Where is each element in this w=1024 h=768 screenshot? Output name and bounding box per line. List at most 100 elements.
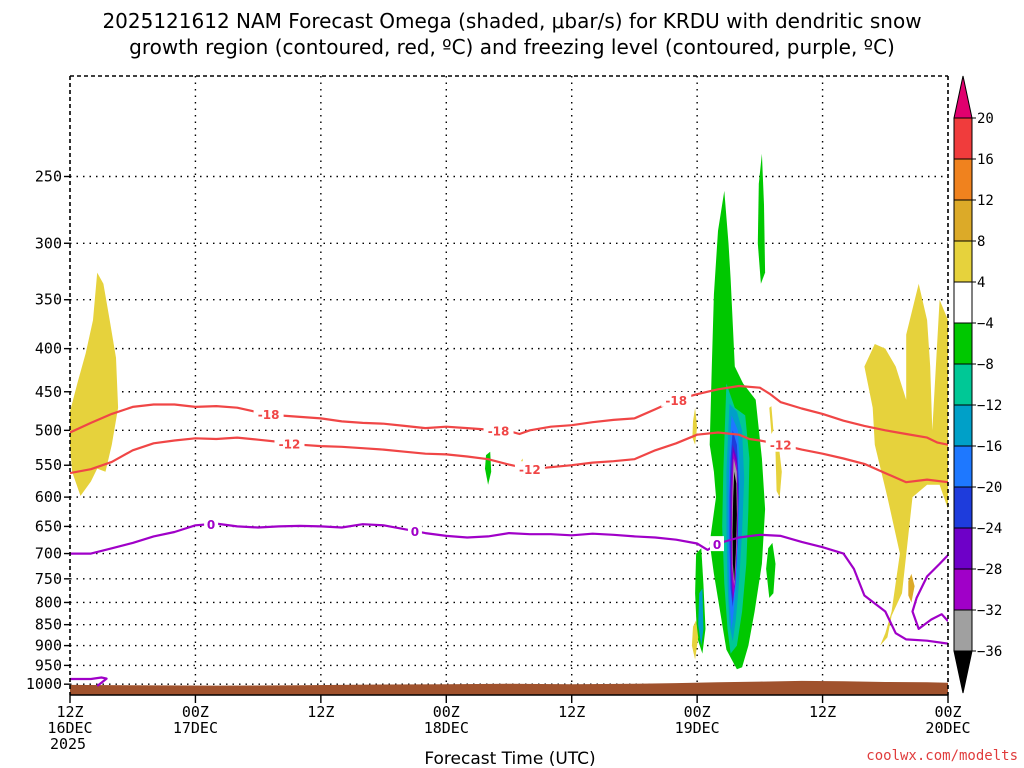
colorbar-box-9 — [953, 486, 973, 529]
y-tick-label-750: 750 — [35, 570, 62, 588]
colorbar-box-5 — [953, 322, 973, 365]
colorbar-label-1: 16 — [977, 152, 994, 168]
y-axis: 250 300 350 400 450 500 550 600 650 700 750 800 850 9… — [26, 168, 70, 693]
omega-region-core-black — [732, 471, 737, 582]
dgz-contour--12 — [70, 431, 948, 484]
x-tick-date-36: 18DEC — [424, 719, 469, 737]
colorbar-label-11: −28 — [977, 562, 1002, 578]
contour-label--12-2: -12 — [770, 439, 792, 453]
y-tick-label-500: 500 — [35, 421, 62, 439]
y-tick-label-1000: 1000 — [26, 675, 62, 693]
title-line-1: 2025121612 NAM Forecast Omega (shaded, μ… — [102, 9, 921, 33]
colorbar-box-11 — [953, 568, 973, 611]
colorbar-label-2: 12 — [977, 193, 994, 209]
y-tick-label-450: 450 — [35, 383, 62, 401]
contour-label-0-main-1: 0 — [411, 525, 419, 539]
x-tick-date-60: 19DEC — [675, 719, 720, 737]
x-tick-label-72: 12Z — [809, 703, 836, 721]
y-tick-label-600: 600 — [35, 488, 62, 506]
omega-region-west-cyan-sliver-low — [698, 588, 704, 646]
colorbar-box-7 — [953, 404, 973, 447]
contour-label-bg — [204, 516, 219, 532]
colorbar-label-8: −16 — [977, 439, 1002, 455]
contour-label--12-0: -12 — [279, 437, 301, 451]
y-tick-label-900: 900 — [35, 637, 62, 655]
contour-label-0-main-0: 0 — [207, 518, 215, 532]
contour-label-bg — [407, 523, 422, 539]
omega-region-core-yellow-upper — [692, 407, 698, 445]
colorbar-box-8 — [953, 445, 973, 488]
omega-region-east-green-sliver-low — [766, 542, 776, 598]
y-tick-label-550: 550 — [35, 456, 62, 474]
y-tick-label-800: 800 — [35, 593, 62, 611]
contour-label-bg — [274, 435, 305, 451]
omega-region-core-yellow-right — [769, 406, 774, 434]
omega-region-core-yellow-left — [691, 620, 699, 660]
contour-label-bg — [710, 536, 725, 552]
colorbar-label-4: 4 — [977, 275, 985, 291]
colorbar-box-10 — [953, 527, 973, 570]
colorbar: 20 16 12 8 4 −4 −8 −12 −16 −20 −24 −28 −32 −36 — [953, 75, 1002, 694]
omega-region-mid-ascent-sliver — [485, 451, 492, 485]
colorbar-box-4 — [953, 281, 973, 324]
y-tick-label-300: 300 — [35, 234, 62, 252]
x-tick-label-0: 12Z — [56, 703, 83, 721]
freezing-contour-0-right — [911, 554, 948, 631]
x-tick-label-48: 12Z — [558, 703, 585, 721]
colorbar-box-1 — [953, 158, 973, 201]
freezing-contour-0-sfc — [70, 676, 108, 687]
y-tick-label-400: 400 — [35, 340, 62, 358]
contour-label-bg — [483, 422, 514, 438]
chart-title: 2025121612 NAM Forecast Omega (shaded, μ… — [102, 9, 921, 59]
x-tick-year-0: 2025 — [50, 735, 86, 753]
colorbar-label-10: −24 — [977, 521, 1002, 537]
y-tick-label-650: 650 — [35, 517, 62, 535]
x-tick-date-84: 20DEC — [925, 719, 970, 737]
colorbar-box-0 — [953, 117, 973, 160]
omega-region-core-yellow-mid — [775, 444, 782, 498]
contour-label-0-main-2: 0 — [713, 538, 721, 552]
colorbar-label-0: 20 — [977, 111, 994, 127]
omega-region-east-descent-spot — [908, 573, 915, 603]
y-tick-label-950: 950 — [35, 656, 62, 674]
colorbar-label-13: −36 — [977, 644, 1002, 660]
colorbar-label-9: −20 — [977, 480, 1002, 496]
dgz-contour--18 — [70, 384, 948, 446]
y-tick-label-700: 700 — [35, 545, 62, 563]
y-tick-label-250: 250 — [35, 168, 62, 186]
colorbar-arrow-bottom — [953, 650, 973, 694]
contour-label--18-2: -18 — [665, 394, 687, 408]
contour-label-bg — [765, 436, 796, 452]
credit-text: coolwx.com/modelts — [866, 748, 1018, 764]
omega-region-east-green-sliver — [757, 153, 766, 284]
plot-area: -18 -18 -18 -12 -12 -12 0 0 0 — [69, 75, 949, 696]
x-tick-label-12: 00Z — [182, 703, 209, 721]
title-line-2: growth region (contoured, red, ºC) and f… — [129, 35, 895, 59]
terrain-surface — [70, 680, 948, 695]
contour-label--18-1: -18 — [488, 424, 510, 438]
y-tick-label-850: 850 — [35, 616, 62, 634]
contour-label-bg — [253, 405, 284, 421]
x-tick-date-0: 16DEC — [47, 719, 92, 737]
colorbar-label-5: −4 — [977, 316, 994, 332]
y-tick-label-350: 350 — [35, 291, 62, 309]
x-tick-label-60: 00Z — [684, 703, 711, 721]
colorbar-label-12: −32 — [977, 603, 1002, 619]
colorbar-arrow-top — [953, 75, 973, 119]
freezing-contour-0-main — [70, 522, 948, 645]
omega-region-west-ascent-plume — [70, 272, 119, 496]
colorbar-label-3: 8 — [977, 234, 985, 250]
contour-label-bg — [514, 461, 545, 477]
colorbar-box-12 — [953, 609, 973, 652]
colorbar-label-7: −12 — [977, 398, 1002, 414]
plot-inner: -18 -18 -18 -12 -12 -12 0 0 0 — [70, 76, 948, 695]
colorbar-box-6 — [953, 363, 973, 406]
x-tick-date-12: 17DEC — [173, 719, 218, 737]
contour-label--12-1: -12 — [519, 463, 541, 477]
colorbar-label-6: −8 — [977, 357, 994, 373]
x-tick-label-24: 12Z — [307, 703, 334, 721]
x-tick-label-36: 00Z — [433, 703, 460, 721]
colorbar-box-3 — [953, 240, 973, 283]
